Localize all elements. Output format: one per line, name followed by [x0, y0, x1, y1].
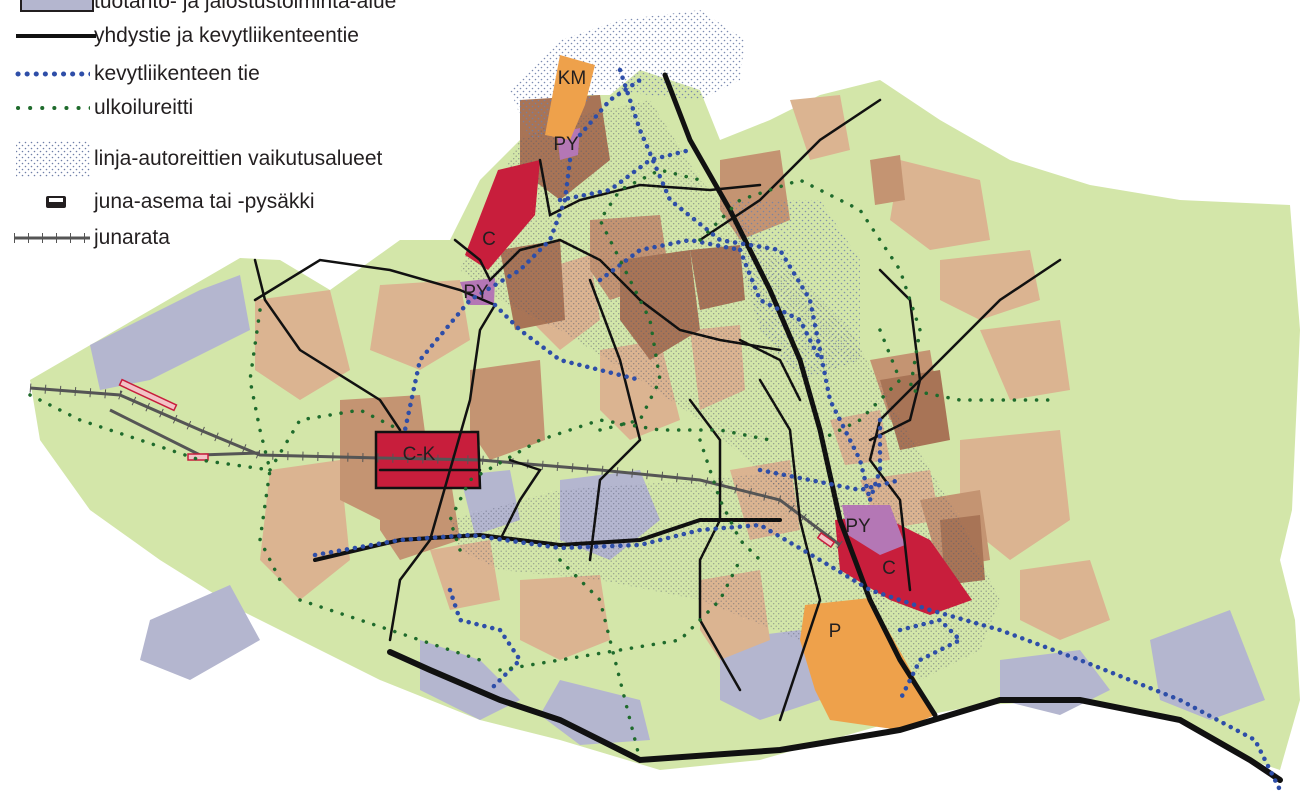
zone-label-py-north: PY	[553, 134, 579, 155]
center-c-north	[465, 160, 540, 270]
legend-item-station: juna-asema tai -pysäkki	[0, 188, 315, 216]
legend-label-light-traffic: kevytliikenteen tie	[94, 62, 260, 85]
legend-label-railway: junarata	[94, 226, 170, 249]
green-dotted-line-icon	[0, 94, 90, 122]
railway-line-icon	[0, 224, 90, 252]
black-line-icon	[0, 22, 96, 50]
legend-item-bus-influence: linja-autoreittien vaikutusalueet	[0, 141, 383, 177]
blue-dotted-line-icon	[0, 60, 90, 88]
zone-label-p: P	[828, 621, 842, 642]
legend-label-station: juna-asema tai -pysäkki	[94, 190, 315, 213]
legend-item-light-traffic: kevytliikenteen tie	[0, 60, 260, 88]
area-km	[545, 55, 595, 140]
zone-label-ck: C-K	[402, 444, 436, 465]
legend-item-outdoor: ulkoilureitti	[0, 94, 193, 122]
legend-item-industrial: tuotanto- ja jalostustoiminta-alue	[0, 0, 396, 16]
outdoor-routes	[28, 168, 1052, 762]
zone-label-c-north: C	[482, 229, 496, 250]
light-traffic-routes	[312, 67, 1283, 793]
map-legend: tuotanto- ja jalostustoiminta-alue yhdys…	[0, 0, 460, 252]
roads	[253, 72, 1283, 783]
train-stations	[118, 378, 836, 549]
train-station-icon	[0, 188, 90, 216]
zone-label-c-east: C	[882, 558, 896, 579]
legend-label-industrial: tuotanto- ja jalostustoiminta-alue	[94, 0, 397, 13]
public-service-areas	[460, 128, 905, 555]
zone-label-km: KM	[557, 68, 587, 89]
legend-item-railway: junarata	[0, 224, 170, 252]
zone-label-py-mid: PY	[463, 282, 489, 303]
stipple-area-icon	[0, 141, 90, 177]
lavender-area-icon	[0, 0, 94, 16]
legend-label-road: yhdystie ja kevytliikenteentie	[94, 24, 359, 47]
legend-label-bus-influence: linja-autoreittien vaikutusalueet	[94, 147, 383, 170]
legend-label-outdoor: ulkoilureitti	[94, 96, 194, 119]
zone-label-py-east: PY	[845, 516, 871, 537]
legend-item-road: yhdystie ja kevytliikenteentie	[0, 22, 359, 50]
